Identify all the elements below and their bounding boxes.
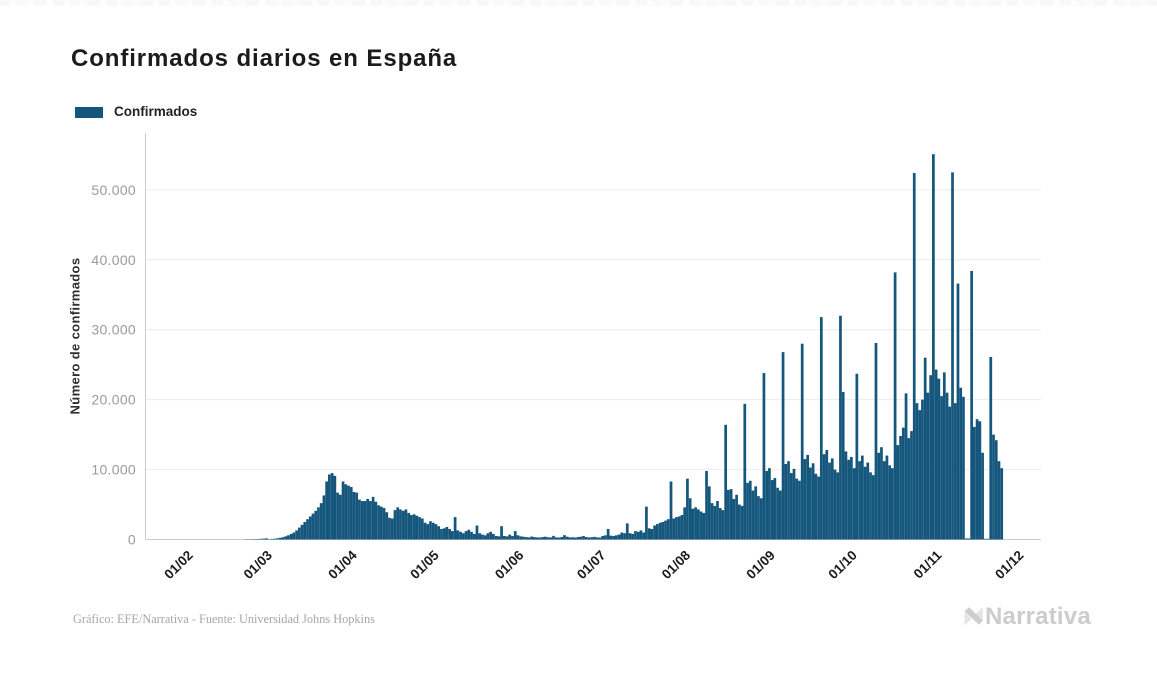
svg-text:30.000: 30.000 — [91, 322, 136, 338]
svg-text:01/02: 01/02 — [161, 548, 196, 583]
svg-text:01/05: 01/05 — [407, 547, 442, 582]
svg-text:01/03: 01/03 — [241, 547, 276, 582]
svg-text:50.000: 50.000 — [91, 182, 136, 198]
svg-text:01/07: 01/07 — [574, 548, 609, 583]
svg-text:40.000: 40.000 — [91, 252, 136, 268]
svg-text:01/12: 01/12 — [992, 548, 1027, 583]
svg-text:01/06: 01/06 — [492, 547, 527, 582]
svg-text:01/09: 01/09 — [743, 548, 778, 583]
svg-text:01/08: 01/08 — [659, 547, 694, 582]
svg-text:01/04: 01/04 — [325, 547, 360, 582]
svg-text:0: 0 — [128, 532, 136, 548]
svg-text:10.000: 10.000 — [91, 462, 136, 478]
svg-text:20.000: 20.000 — [91, 392, 136, 408]
svg-text:01/11: 01/11 — [911, 547, 945, 581]
svg-text:01/10: 01/10 — [825, 548, 860, 583]
